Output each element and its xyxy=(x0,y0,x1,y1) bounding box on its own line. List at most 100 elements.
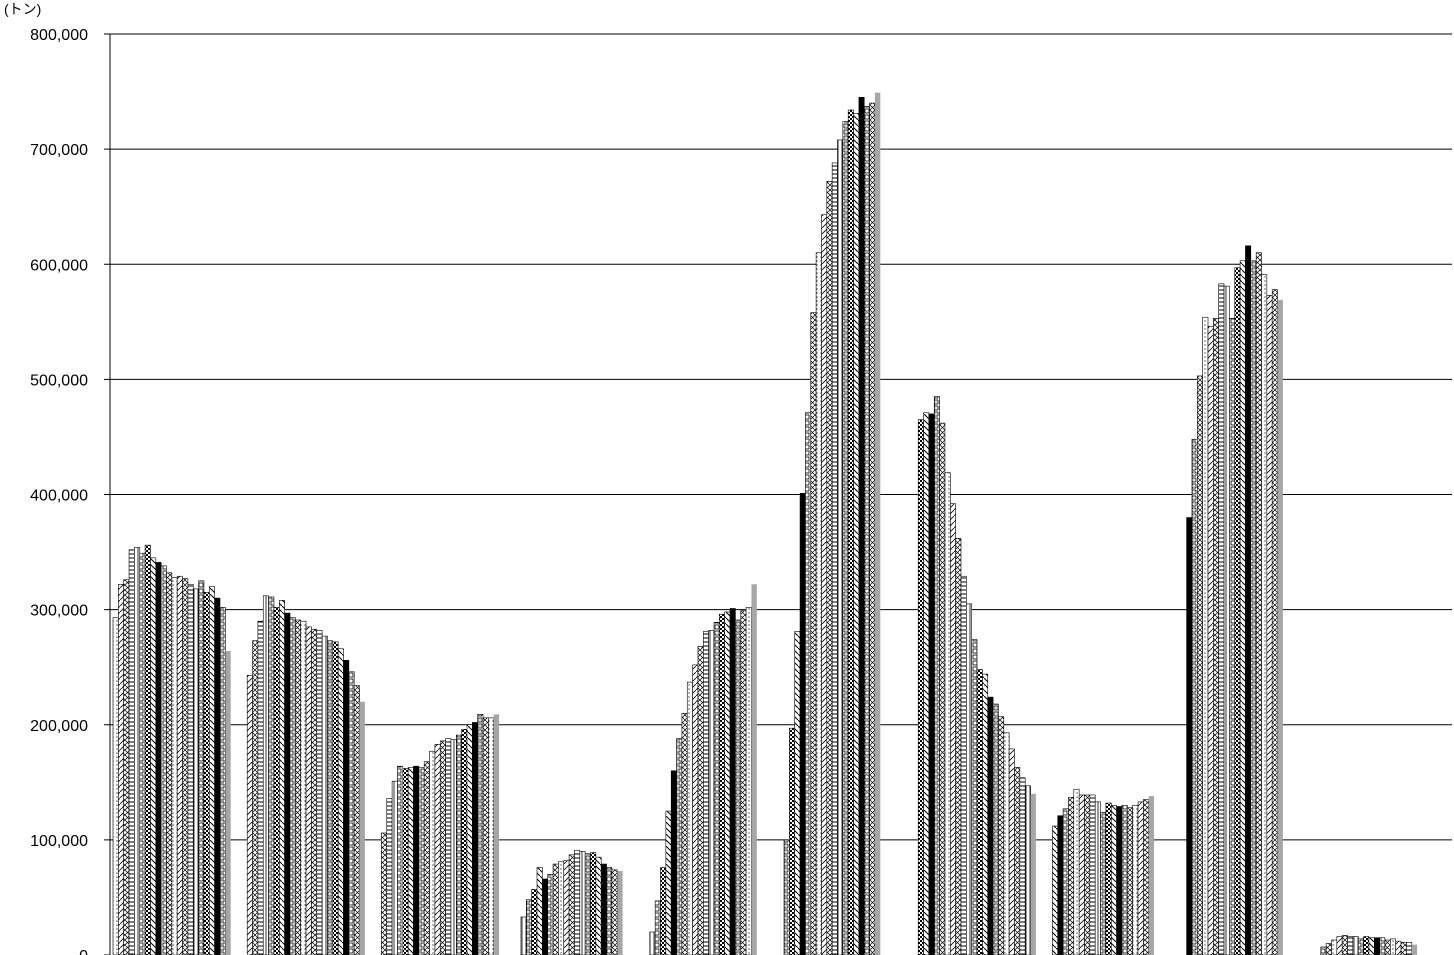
bar xyxy=(466,724,473,955)
bar xyxy=(439,740,446,955)
bar xyxy=(1116,806,1123,955)
bar xyxy=(525,899,532,955)
bar xyxy=(869,102,876,955)
bar xyxy=(219,607,226,955)
bar xyxy=(799,493,806,955)
bar xyxy=(1347,936,1354,955)
bar xyxy=(155,562,162,955)
bar xyxy=(1030,793,1036,955)
bar xyxy=(1411,944,1418,955)
bar xyxy=(1062,808,1069,955)
bar xyxy=(729,608,736,955)
bar xyxy=(225,651,231,955)
bar xyxy=(198,580,205,955)
bar xyxy=(574,849,581,955)
bar xyxy=(1213,318,1219,955)
bar xyxy=(702,631,709,955)
bar xyxy=(171,577,178,955)
bar xyxy=(676,738,683,955)
bar xyxy=(697,646,704,955)
bar xyxy=(1368,937,1375,955)
bar xyxy=(321,635,328,955)
bar xyxy=(429,750,436,955)
bar xyxy=(1266,295,1273,955)
bar xyxy=(665,810,672,955)
bar xyxy=(397,765,404,955)
bar xyxy=(987,696,994,955)
bar xyxy=(874,92,881,955)
bar xyxy=(284,612,291,955)
bar xyxy=(337,648,344,955)
bar xyxy=(1100,811,1107,955)
bar xyxy=(192,588,199,955)
bar xyxy=(611,869,618,955)
bar xyxy=(295,619,302,955)
bar xyxy=(939,422,946,955)
bar xyxy=(1261,274,1268,955)
bar xyxy=(944,472,951,955)
bar xyxy=(1352,936,1359,955)
bar xyxy=(1014,767,1021,955)
bar xyxy=(735,619,742,955)
bar xyxy=(353,685,360,955)
bar xyxy=(1271,289,1278,955)
bar xyxy=(134,547,141,955)
bar xyxy=(176,575,183,955)
bar xyxy=(1068,796,1075,955)
bar xyxy=(1073,788,1080,955)
bar xyxy=(418,767,425,955)
bar xyxy=(858,97,865,955)
bar xyxy=(810,312,817,955)
bar xyxy=(455,734,462,955)
bar xyxy=(783,839,790,955)
bar xyxy=(112,617,119,955)
bar xyxy=(1218,283,1225,955)
bar xyxy=(1406,942,1413,955)
bar xyxy=(949,503,956,955)
bar xyxy=(536,867,543,955)
bar xyxy=(552,863,559,955)
bar xyxy=(982,673,989,955)
bar xyxy=(1207,326,1214,955)
bar xyxy=(815,252,822,955)
bar xyxy=(708,630,715,955)
y-tick-label: 700,000 xyxy=(30,142,88,159)
bar xyxy=(118,583,124,955)
bar xyxy=(1197,375,1203,955)
bar xyxy=(531,889,538,955)
bar xyxy=(724,611,731,955)
bar xyxy=(600,863,607,955)
bar xyxy=(311,628,318,955)
y-tick-label: 100,000 xyxy=(30,833,88,850)
bar xyxy=(1057,815,1064,955)
bar xyxy=(144,544,151,955)
bar xyxy=(955,537,962,955)
bar xyxy=(434,744,441,955)
bar xyxy=(595,856,602,955)
bar xyxy=(853,113,860,955)
bar xyxy=(1374,937,1380,955)
bar xyxy=(1250,260,1257,955)
bar xyxy=(654,900,661,955)
bar xyxy=(713,621,720,955)
bar xyxy=(1331,939,1338,955)
bar xyxy=(1089,794,1096,955)
bar xyxy=(917,419,924,955)
bar xyxy=(472,722,479,955)
bar xyxy=(289,617,296,955)
bar xyxy=(751,584,757,955)
bar xyxy=(1024,785,1031,955)
y-tick-label: 400,000 xyxy=(30,488,88,505)
bar xyxy=(1357,938,1364,955)
y-tick-label: 200,000 xyxy=(30,718,88,735)
bar xyxy=(1320,946,1327,955)
y-tick-label: 500,000 xyxy=(30,372,88,389)
bar xyxy=(1229,318,1236,955)
bar xyxy=(273,607,280,955)
bar xyxy=(1400,942,1407,955)
bar xyxy=(1143,799,1149,955)
bar xyxy=(461,729,468,955)
bar xyxy=(692,664,699,955)
bar xyxy=(670,770,677,955)
